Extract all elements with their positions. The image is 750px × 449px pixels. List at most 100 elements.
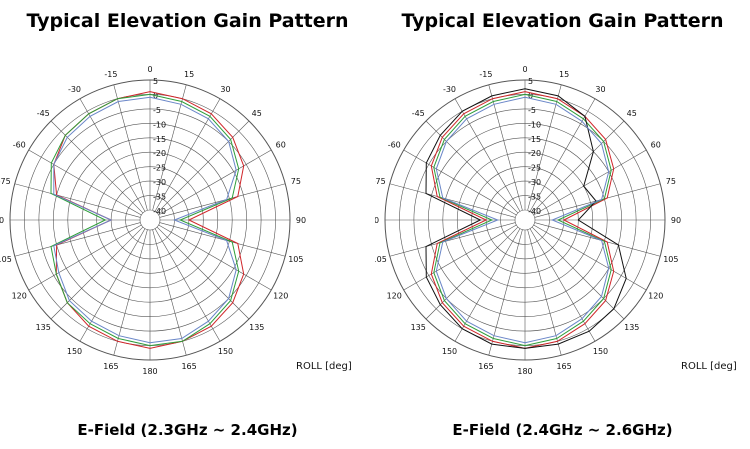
chart-panel-left: Typical Elevation Gain Pattern 5 0 -5 -10 -1… xyxy=(0,10,352,439)
angle-tick-labels: 0 15 30 45 60 75 90 105 120 135 150 165 180 165 150 135… xyxy=(0,65,306,376)
series-layer xyxy=(425,88,627,349)
radial-tick-label: -5 xyxy=(153,106,161,115)
radial-tick-label: -20 xyxy=(153,149,166,158)
grid-spoke xyxy=(527,84,562,211)
angle-tick-label: 165 xyxy=(181,362,196,371)
grid-spoke xyxy=(28,224,142,291)
polar-chart-right: 50 -5 -10 -15 -20 -25 -30 -35 -400 15 30 45 60 75 90 10… xyxy=(375,65,681,376)
angle-tick-label: 105 xyxy=(0,255,12,264)
grid-spoke xyxy=(152,229,187,356)
angle-tick-label: 45 xyxy=(252,109,262,118)
radial-tick-label: -30 xyxy=(153,178,166,187)
angle-tick-label: 105 xyxy=(375,255,387,264)
series-line xyxy=(435,96,610,344)
grid-spoke xyxy=(389,222,516,257)
angle-tick-label: 120 xyxy=(12,292,27,301)
grid-spoke xyxy=(14,222,141,257)
grid-spoke xyxy=(533,149,647,216)
grid-layer xyxy=(384,79,666,361)
grid-spoke xyxy=(156,226,250,320)
radial-tick-label: -5 xyxy=(528,106,536,115)
radial-tick-label: -30 xyxy=(528,178,541,187)
angle-tick-label: -45 xyxy=(412,109,425,118)
radial-tick-label: -35 xyxy=(528,193,541,202)
grid-spoke xyxy=(425,226,519,320)
grid-spoke xyxy=(534,183,661,218)
grid-spoke xyxy=(158,224,272,291)
angle-tick-label: 105 xyxy=(663,255,678,264)
angle-tick-label: -30 xyxy=(68,85,81,94)
grid-spoke xyxy=(113,229,148,356)
radial-tick-label: -10 xyxy=(528,120,541,129)
radial-tick-label: -20 xyxy=(528,149,541,158)
angle-tick-label: 150 xyxy=(218,347,233,356)
angle-tick-label: 90 xyxy=(375,216,379,225)
angle-tick-label: 165 xyxy=(103,362,118,371)
grid-spoke xyxy=(527,229,562,356)
radial-tick-label: 5 xyxy=(528,77,533,86)
radial-tick-label: -35 xyxy=(153,193,166,202)
chart-caption: E-Field (2.3GHz ~ 2.4GHz) xyxy=(77,421,298,439)
radial-tick-label: -40 xyxy=(153,207,166,216)
angle-tick-label: -75 xyxy=(0,177,11,186)
angle-tick-label: 120 xyxy=(273,292,288,301)
angle-tick-label: -15 xyxy=(104,70,117,79)
radial-tick-label: -15 xyxy=(528,135,541,144)
angle-tick-label: 135 xyxy=(624,323,639,332)
angle-tick-label: 180 xyxy=(142,367,157,376)
grid-spoke xyxy=(403,224,517,291)
angle-tick-label: 90 xyxy=(0,216,4,225)
angle-tick-label: 75 xyxy=(666,177,676,186)
grid-spoke xyxy=(389,183,516,218)
angle-tick-label: -60 xyxy=(388,141,401,150)
angle-tick-label: 135 xyxy=(411,323,426,332)
angle-tick-label: 150 xyxy=(67,347,82,356)
axis-label: ROLL [deg] xyxy=(296,361,352,372)
angle-tick-label: 0 xyxy=(147,65,152,74)
angle-tick-label: -60 xyxy=(13,141,26,150)
radial-tick-label: -25 xyxy=(153,164,166,173)
grid-spoke xyxy=(454,98,521,212)
angle-tick-label: 135 xyxy=(36,323,51,332)
angle-tick-label: 15 xyxy=(184,70,194,79)
grid-spoke xyxy=(79,228,146,342)
series-layer xyxy=(50,91,245,349)
grid-spoke xyxy=(154,228,221,342)
grid-spoke xyxy=(159,222,286,257)
angle-tick-label: 105 xyxy=(288,255,303,264)
grid-spoke xyxy=(488,84,523,211)
angle-tick-label: 120 xyxy=(648,292,663,301)
angle-tick-label: 45 xyxy=(627,109,637,118)
chart-title: Typical Elevation Gain Pattern xyxy=(26,10,349,32)
grid-spoke xyxy=(159,183,286,218)
radial-tick-label: -25 xyxy=(528,164,541,173)
series-line xyxy=(433,93,612,347)
grid-spoke xyxy=(79,98,146,212)
grid-spoke xyxy=(152,84,187,211)
grid-spoke xyxy=(14,183,141,218)
series-line xyxy=(425,88,627,349)
radial-tick-label: -10 xyxy=(153,120,166,129)
grid-spoke xyxy=(531,226,625,320)
grid-spoke xyxy=(529,98,596,212)
angle-tick-label: 165 xyxy=(478,362,493,371)
angle-tick-label: 180 xyxy=(517,367,532,376)
angle-tick-label: 30 xyxy=(220,85,230,94)
grid-spoke xyxy=(50,120,144,214)
grid-layer xyxy=(9,79,291,361)
polar-chart-left: 50 -5 -10 -15 -20 -25 -30 -35 -400 15 30 45 60 75 90 10… xyxy=(0,65,306,376)
angle-tick-label: -75 xyxy=(375,177,386,186)
angle-tick-label: 120 xyxy=(387,292,402,301)
chart-title: Typical Elevation Gain Pattern xyxy=(401,10,724,32)
angle-tick-label: 60 xyxy=(276,141,286,150)
grid-spoke xyxy=(534,222,661,257)
grid-spoke xyxy=(454,228,521,342)
angle-tick-label: 75 xyxy=(291,177,301,186)
grid-spoke xyxy=(50,226,144,320)
grid-spoke xyxy=(488,229,523,356)
angle-tick-label: 30 xyxy=(595,85,605,94)
chart-caption: E-Field (2.4GHz ~ 2.6GHz) xyxy=(452,421,673,439)
angle-tick-label: 135 xyxy=(249,323,264,332)
angle-tick-label: 150 xyxy=(593,347,608,356)
